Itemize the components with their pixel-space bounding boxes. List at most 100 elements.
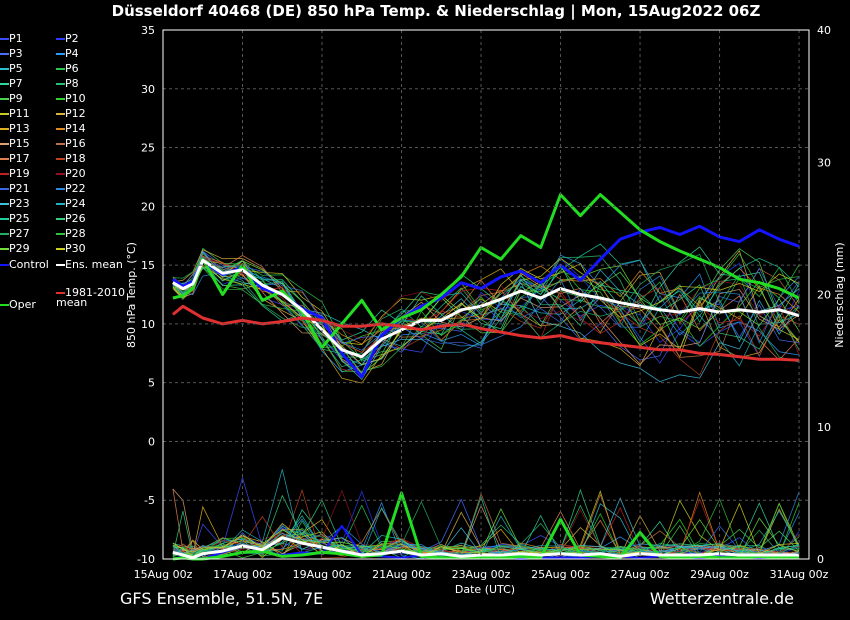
legend-label: P8 — [65, 77, 79, 90]
legend-label: P5 — [9, 62, 23, 75]
legend-item-p1: P1 — [0, 33, 23, 45]
legend-swatch — [0, 98, 9, 100]
legend-item-p21: P21 — [0, 183, 30, 195]
x-tick-label: 29Aug 00z — [690, 568, 749, 581]
legend-label: P26 — [65, 212, 86, 225]
legend-item-p5: P5 — [0, 63, 23, 75]
legend-item-p22: P22 — [56, 183, 86, 195]
legend-label: P3 — [9, 47, 23, 60]
legend-item-p16: P16 — [56, 138, 86, 150]
legend-swatch — [56, 53, 65, 55]
legend-label: P6 — [65, 62, 79, 75]
legend-label: P1 — [9, 32, 23, 45]
oper-temp-line — [172, 193, 800, 349]
legend-item-p28: P28 — [56, 228, 86, 240]
legend-swatch — [0, 248, 9, 250]
legend-swatch — [0, 218, 9, 220]
legend-item-p8: P8 — [56, 78, 79, 90]
plot-border — [162, 29, 810, 560]
x-tick-label: 27Aug 00z — [611, 568, 670, 581]
x-tick-label: 19Aug 00z — [293, 568, 352, 581]
legend-label: P2 — [65, 32, 79, 45]
legend-item-p3: P3 — [0, 48, 23, 60]
plot-frame: -10 -5 0 5 10 15 20 25 30 35 0 10 20 30 40 15Aug 00z 17A… — [134, 24, 831, 581]
legend-item-p29: P29 — [0, 243, 30, 255]
member-temp-line-p24 — [172, 268, 800, 367]
legend-item-p18: P18 — [56, 153, 86, 165]
legend-item-ens-mean: Ens. mean — [56, 259, 123, 271]
y-tick-label: 0 — [148, 435, 155, 448]
chart-title: Düsseldorf 40468 (DE) 850 hPa Temp. & Ni… — [111, 2, 761, 20]
y-tick-label: 25 — [141, 142, 155, 155]
y-tick-label: 5 — [148, 377, 155, 390]
legend-item-p19: P19 — [0, 168, 30, 180]
legend-swatch — [0, 304, 9, 306]
member-temp-line-p27 — [172, 253, 800, 363]
legend-swatch — [0, 128, 9, 130]
legend-item-p4: P4 — [56, 48, 79, 60]
member-precip-line-p29 — [172, 507, 800, 559]
y2-tick-label: 30 — [817, 156, 831, 169]
ens-mean-temp-line — [172, 258, 800, 359]
xlabel: Date (UTC) — [455, 583, 515, 596]
legend-swatch — [56, 143, 65, 145]
legend-label: Control — [9, 258, 49, 271]
member-temp-line-p13 — [172, 257, 800, 384]
legend-swatch — [56, 83, 65, 85]
legend-swatch — [56, 173, 65, 175]
legend-item-p2: P2 — [56, 33, 79, 45]
legend-item-p6: P6 — [56, 63, 79, 75]
legend-swatch — [0, 68, 9, 70]
temp-lines — [171, 193, 800, 379]
legend-item-p27: P27 — [0, 228, 30, 240]
legend-label: P13 — [9, 122, 30, 135]
legend-swatch — [0, 158, 9, 160]
legend-label: Oper — [9, 298, 36, 311]
ens-mean-precip-line — [172, 536, 800, 560]
ylabel-left: 850 hPa Temp. (°C) — [125, 242, 138, 348]
legend-item-p15: P15 — [0, 138, 30, 150]
y-tick-label: -10 — [137, 553, 155, 566]
y-tick-label: 30 — [141, 83, 155, 96]
legend-swatch — [56, 158, 65, 160]
legend-label: P23 — [9, 197, 30, 210]
legend-item-p17: P17 — [0, 153, 30, 165]
y2-tick-label: 40 — [817, 24, 831, 37]
x-tick-label: 31Aug 00z — [770, 568, 829, 581]
legend-item-control: Control — [0, 259, 49, 271]
legend-swatch — [56, 264, 65, 266]
member-temp-line-p29 — [172, 257, 800, 376]
1981-2010-mean-temp-line — [171, 304, 800, 362]
legend-item-p30: P30 — [56, 243, 86, 255]
legend-swatch — [56, 113, 65, 115]
legend-label: P4 — [65, 47, 79, 60]
y2-tick-label: 10 — [817, 421, 831, 434]
legend-label: P22 — [65, 182, 86, 195]
legend-swatch — [0, 113, 9, 115]
legend-item-p7: P7 — [0, 78, 23, 90]
legend-swatch — [56, 68, 65, 70]
legend-label: P16 — [65, 137, 86, 150]
footer-model-info: GFS Ensemble, 51.5N, 7E — [120, 589, 324, 608]
legend-label: P25 — [9, 212, 30, 225]
legend-label: P15 — [9, 137, 30, 150]
legend-item-p13: P13 — [0, 123, 30, 135]
legend-item-p23: P23 — [0, 198, 30, 210]
legend-swatch — [56, 188, 65, 190]
x-tick-label: 17Aug 00z — [213, 568, 272, 581]
legend-label: P20 — [65, 167, 86, 180]
legend-item-p12: P12 — [56, 108, 86, 120]
legend-swatch — [56, 233, 65, 235]
legend-label: P10 — [65, 92, 86, 105]
legend-item-p20: P20 — [56, 168, 86, 180]
legend-swatch — [56, 98, 65, 100]
legend-swatch — [56, 292, 65, 294]
y-tick-label: 10 — [141, 318, 155, 331]
legend-item-p10: P10 — [56, 93, 86, 105]
x-tick-label: 25Aug 00z — [531, 568, 590, 581]
legend-item-oper: Oper — [0, 299, 36, 311]
member-temp-line-p1 — [172, 256, 800, 374]
legend-label: P11 — [9, 107, 30, 120]
legend-label: P29 — [9, 242, 30, 255]
